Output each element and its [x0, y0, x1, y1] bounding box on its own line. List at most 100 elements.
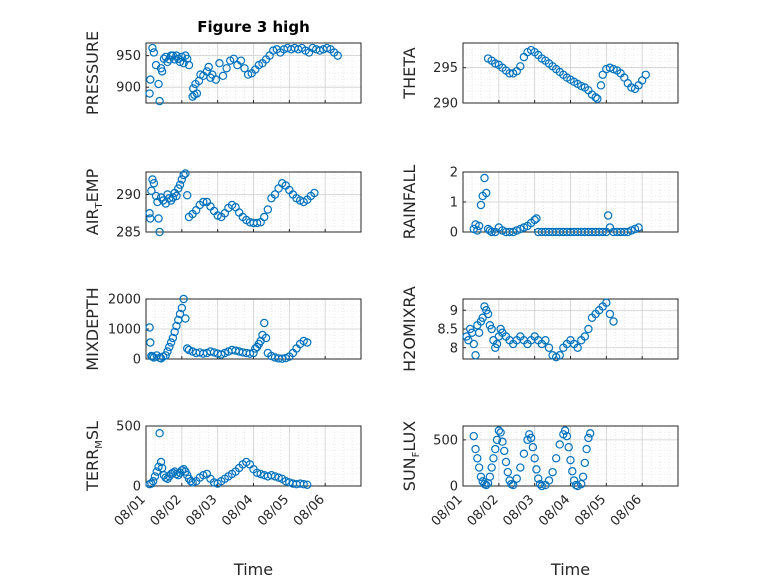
data-point — [609, 317, 618, 326]
data-point — [476, 200, 486, 210]
y-tick-label: 8 — [450, 341, 458, 356]
data-point — [593, 94, 602, 103]
data-point — [149, 48, 159, 57]
data-point — [501, 457, 511, 467]
data-point — [256, 469, 265, 479]
data-point — [150, 472, 160, 481]
data-point — [148, 43, 157, 53]
data-point — [308, 43, 317, 53]
y-axis-label: THETA — [400, 47, 419, 99]
data-point — [199, 471, 208, 480]
data-point — [498, 437, 507, 446]
data-point — [471, 444, 480, 454]
data-point — [315, 46, 324, 55]
data-point — [485, 226, 495, 235]
data-point — [474, 463, 484, 472]
data-point — [584, 324, 593, 334]
data-point — [249, 348, 258, 358]
data-point — [333, 51, 342, 60]
data-point — [154, 79, 163, 89]
data-point — [560, 426, 570, 435]
y-tick-label: 295 — [433, 61, 458, 76]
data-point — [474, 221, 484, 231]
y-axis-label: PRESSURE — [83, 31, 102, 115]
data-point — [163, 57, 172, 67]
data-point — [548, 467, 557, 477]
data-point — [145, 209, 154, 218]
data-point — [598, 227, 607, 237]
data-point — [487, 324, 496, 334]
data-point — [154, 214, 163, 223]
data-point — [491, 444, 500, 454]
data-point — [489, 454, 498, 463]
data-point — [183, 191, 192, 200]
data-point — [568, 467, 577, 476]
data-point — [303, 480, 312, 489]
data-point — [151, 191, 161, 201]
data-point — [494, 426, 504, 435]
subplot-theta: 290 295 THETA — [400, 42, 679, 112]
data-point — [177, 466, 187, 475]
chart-title: Figure 3 high — [197, 18, 310, 36]
data-point — [181, 314, 190, 323]
data-point — [473, 226, 482, 235]
data-point — [573, 343, 582, 352]
data-point — [492, 339, 502, 349]
data-point — [179, 294, 188, 304]
data-point — [267, 471, 276, 480]
data-point — [303, 338, 312, 347]
y-tick-label: 2 — [450, 166, 458, 181]
data-point — [469, 431, 478, 441]
data-point — [537, 481, 547, 491]
data-point — [155, 227, 164, 237]
y-axis-label: MIXDEPTH — [83, 287, 102, 370]
data-point — [580, 458, 590, 468]
data-point — [578, 472, 588, 481]
data-point — [155, 96, 164, 106]
data-point — [260, 212, 269, 222]
data-point — [471, 351, 480, 360]
data-point — [322, 43, 332, 53]
data-point — [535, 479, 545, 489]
data-point — [492, 435, 502, 445]
data-point — [146, 214, 155, 223]
data-point — [485, 472, 495, 481]
data-point — [148, 477, 158, 486]
data-point — [605, 309, 615, 319]
data-point — [263, 205, 273, 214]
data-point — [177, 175, 187, 184]
data-point — [281, 477, 290, 486]
data-point — [240, 64, 249, 73]
data-point — [519, 449, 529, 458]
data-point — [544, 476, 554, 485]
data-point — [299, 480, 308, 489]
data-point — [156, 457, 166, 467]
y-axis-label: RAINFALL — [400, 165, 419, 240]
data-point — [260, 318, 269, 328]
subplot-rainfall: 0 1 2 RAINFALL — [400, 165, 679, 241]
data-point — [172, 321, 181, 331]
data-point — [186, 477, 195, 486]
data-point — [508, 480, 518, 490]
data-point — [591, 93, 600, 102]
y-tick-label: 285 — [116, 226, 141, 241]
data-point — [149, 179, 159, 188]
data-point — [177, 303, 187, 313]
data-point — [179, 170, 188, 180]
data-point — [530, 454, 539, 463]
data-point — [528, 443, 538, 452]
y-tick-label: 8.5 — [437, 323, 458, 338]
data-point — [184, 60, 194, 70]
x-axis-label: Time — [233, 560, 273, 579]
data-point — [236, 56, 246, 65]
data-point — [170, 327, 179, 337]
data-point — [512, 474, 521, 483]
data-point — [562, 431, 572, 441]
y-axis-label: AIRTEMP — [83, 168, 105, 235]
y-axis-label: H2OMIXRA — [400, 286, 419, 372]
data-point — [503, 467, 512, 477]
data-point — [192, 89, 202, 98]
y-tick-label: 9 — [450, 304, 458, 319]
data-point — [516, 463, 525, 472]
